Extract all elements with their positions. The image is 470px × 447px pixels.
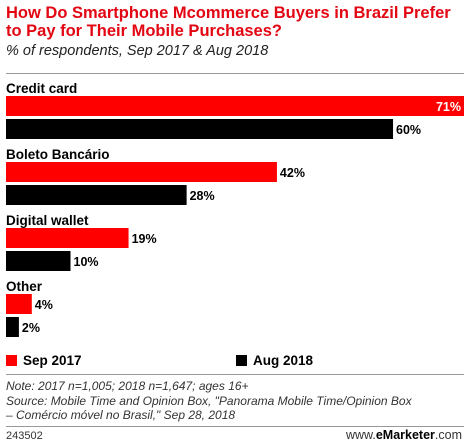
chart-subtitle: % of respondents, Sep 2017 & Aug 2018 [6, 43, 269, 59]
value-label-digital-wallet-aug-2018: 10% [74, 255, 99, 269]
brand-logo[interactable]: www.eMarketer.com [346, 428, 462, 442]
legend-label-sep-2017: Sep 2017 [23, 353, 82, 368]
bar-boleto-bancario-aug-2018 [6, 185, 187, 205]
value-label-credit-card-sep-2017: 71% [436, 100, 461, 114]
legend-label-aug-2018: Aug 2018 [253, 353, 314, 368]
value-label-other-sep-2017: 4% [35, 298, 53, 312]
value-label-boleto-bancario-aug-2018: 28% [190, 189, 215, 203]
notes: Note: 2017 n=1,005; 2018 n=1,647; ages 1… [6, 379, 466, 423]
value-label-digital-wallet-sep-2017: 19% [132, 232, 157, 246]
brand-name: eMarketer [375, 428, 435, 442]
legend-item-sep-2017: Sep 2017 [6, 353, 82, 368]
notes-divider [6, 374, 464, 375]
chart-title: How Do Smartphone Mcommerce Buyers in Br… [6, 4, 451, 40]
legend-swatch-sep-2017 [6, 355, 17, 366]
brand-prefix: www. [345, 428, 376, 442]
category-label-boleto-bancario: Boleto Bancário [6, 147, 110, 162]
legend-swatch-aug-2018 [236, 355, 247, 366]
bar-other-aug-2018 [6, 317, 19, 337]
bar-boleto-bancario-sep-2017 [6, 162, 277, 182]
legend-item-aug-2018: Aug 2018 [236, 353, 313, 368]
bar-chart: Credit card 71% 60% Boleto Bancário 42% 28% Di… [6, 81, 464, 337]
bar-digital-wallet-sep-2017 [6, 228, 129, 248]
bar-credit-card-aug-2018 [6, 119, 394, 139]
top-divider [6, 73, 464, 74]
brand-suffix: .com [434, 428, 462, 442]
bar-credit-card-sep-2017 [6, 96, 464, 116]
source-line: Source: Mobile Time and Opinion Box, "Pa… [6, 393, 412, 408]
category-label-digital-wallet: Digital wallet [6, 213, 89, 228]
footer-divider [6, 426, 464, 427]
source-line-continued: – Comércio móvel no Brasil," Sep 28, 201… [6, 408, 236, 422]
category-label-credit-card: Credit card [6, 81, 77, 96]
value-label-boleto-bancario-sep-2017: 42% [280, 166, 305, 180]
category-label-other: Other [6, 279, 43, 294]
bar-other-sep-2017 [6, 294, 32, 314]
chart-id: 243502 [6, 430, 43, 442]
bar-digital-wallet-aug-2018 [6, 251, 71, 271]
note-line: Note: 2017 n=1,005; 2018 n=1,647; ages 1… [6, 379, 249, 393]
value-label-credit-card-aug-2018: 60% [396, 123, 421, 137]
value-label-other-aug-2018: 2% [22, 321, 40, 335]
